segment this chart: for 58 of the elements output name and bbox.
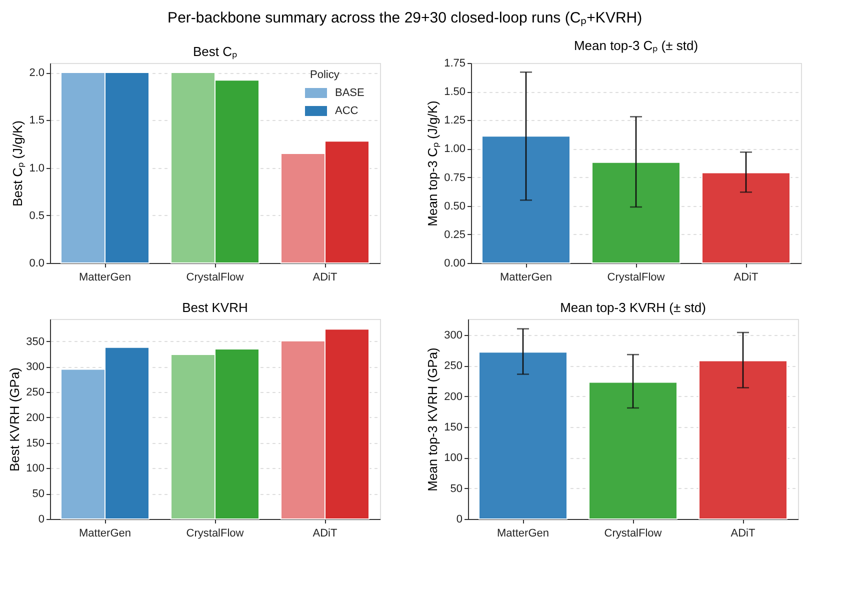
- y-tick-label: 1.50: [444, 86, 466, 98]
- y-tick-label: 250: [26, 386, 44, 399]
- x-tick-label: ADiT: [312, 272, 338, 284]
- y-tick-label: 50: [450, 482, 462, 495]
- bar: [588, 382, 678, 520]
- y-tick-label: 300: [444, 329, 462, 342]
- chart-title: Best KVRH: [182, 300, 248, 315]
- y-axis-title: Mean top-3 Cₚ (J/g/K): [425, 100, 442, 226]
- y-axis-title: Best Cₚ (J/g/K): [10, 120, 26, 206]
- legend-label: ACC: [335, 105, 358, 117]
- legend-title: Policy: [310, 69, 340, 81]
- y-tick-label: 50: [32, 488, 44, 500]
- x-tick-label: CrystalFlow: [607, 272, 665, 284]
- y-tick-label: 150: [26, 437, 44, 450]
- bar: [698, 360, 788, 520]
- y-tick-label: 100: [26, 462, 44, 475]
- x-tick-label: CrystalFlow: [186, 272, 244, 284]
- y-tick-label: 200: [444, 390, 462, 403]
- y-tick-label: 250: [444, 360, 462, 372]
- y-tick-label: 0.50: [444, 200, 466, 212]
- text: Per-backbone summary across the 29+30 closed-loop runs (Cₚ+KVRH): [168, 10, 642, 26]
- y-tick-label: 2.0: [29, 67, 44, 80]
- y-tick-label: 0.5: [29, 210, 44, 222]
- y-tick-label: 0.0: [29, 258, 44, 270]
- y-axis-title: Mean top-3 KVRH (GPa): [425, 348, 440, 492]
- y-tick-label: 0: [38, 514, 44, 526]
- x-tick-label: MatterGen: [497, 528, 549, 540]
- x-tick-label: ADiT: [312, 528, 338, 540]
- chart-title: Mean top-3 Cₚ (± std): [574, 38, 698, 54]
- y-tick-label: 300: [26, 361, 44, 374]
- y-tick-label: 200: [26, 412, 44, 424]
- chart-title: Best Cₚ: [192, 44, 238, 60]
- bar: [592, 162, 680, 264]
- y-tick-label: 1.25: [444, 114, 466, 127]
- chart-title: Mean top-3 KVRH (± std): [560, 300, 706, 315]
- y-tick-label: 0.00: [444, 258, 466, 270]
- x-tick-label: CrystalFlow: [604, 528, 662, 540]
- y-tick-label: 1.5: [29, 114, 44, 127]
- x-tick-label: ADiT: [734, 272, 758, 284]
- y-tick-label: 1.75: [444, 58, 466, 70]
- x-tick-label: ADiT: [730, 528, 756, 540]
- bar: [702, 172, 790, 264]
- y-axis-title: Best KVRH (GPa): [7, 367, 22, 472]
- y-tick-label: 0.75: [444, 172, 466, 184]
- y-tick-label: 100: [444, 452, 462, 464]
- x-tick-label: CrystalFlow: [186, 528, 244, 540]
- x-tick-label: MatterGen: [500, 272, 552, 284]
- y-tick-label: 0.25: [444, 228, 466, 241]
- y-tick-label: 150: [444, 421, 462, 434]
- y-tick-label: 0: [456, 514, 462, 526]
- legend-label: BASE: [335, 87, 364, 99]
- y-tick-label: 1.0: [29, 162, 44, 174]
- x-tick-label: MatterGen: [79, 528, 131, 540]
- bar: [482, 136, 570, 264]
- y-tick-label: 350: [26, 336, 44, 348]
- bar: [478, 352, 568, 520]
- x-tick-label: MatterGen: [79, 272, 131, 284]
- y-tick-label: 1.00: [444, 143, 466, 156]
